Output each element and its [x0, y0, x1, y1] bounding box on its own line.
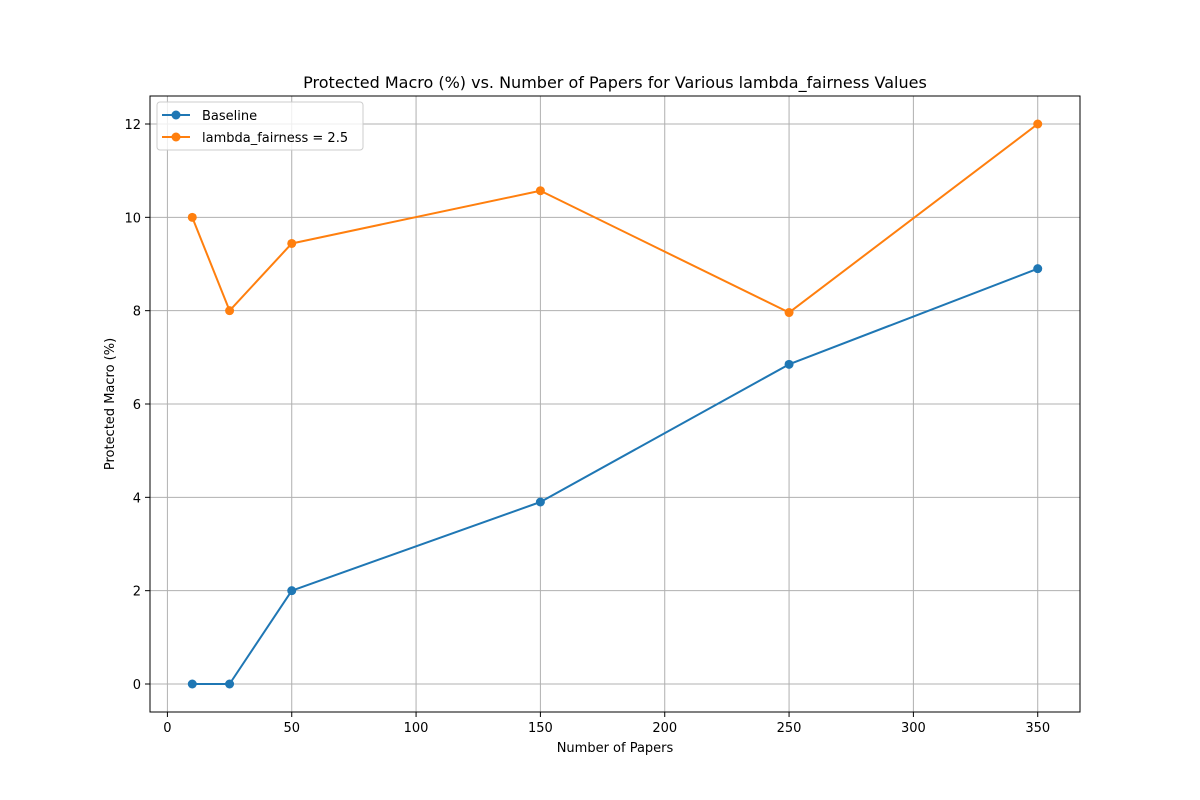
x-tick-label: 250 — [777, 721, 802, 736]
data-point — [287, 586, 297, 596]
data-point — [225, 679, 235, 689]
y-tick-label: 12 — [124, 118, 141, 133]
data-point — [535, 497, 545, 507]
y-tick-label: 2 — [133, 585, 141, 600]
x-tick-label: 300 — [901, 721, 926, 736]
y-tick-label: 6 — [133, 398, 141, 413]
chart-title: Protected Macro (%) vs. Number of Papers… — [303, 73, 927, 93]
x-axis-label: Number of Papers — [557, 741, 674, 756]
data-point — [187, 679, 197, 689]
y-tick-label: 8 — [133, 305, 141, 320]
x-tick-label: 100 — [404, 721, 429, 736]
x-tick-label: 50 — [283, 721, 300, 736]
data-point — [225, 306, 235, 316]
series-group — [187, 119, 1043, 689]
legend-marker — [171, 110, 181, 120]
legend-marker — [171, 132, 181, 142]
data-point — [187, 212, 197, 222]
legend-entry: Baseline — [162, 109, 257, 124]
series-line — [191, 123, 1039, 314]
legend: Baseline lambda_fairness = 2.5 — [156, 101, 364, 151]
series-1 — [187, 264, 1043, 689]
x-tick-label: 150 — [528, 721, 553, 736]
data-point — [784, 359, 794, 369]
legend-box — [156, 101, 364, 151]
legend-label: Baseline — [202, 109, 257, 124]
y-axis-label: Protected Macro (%) — [103, 338, 118, 470]
data-point — [784, 308, 794, 318]
legend-label: lambda_fairness = 2.5 — [202, 131, 348, 146]
legend-entry: lambda_fairness = 2.5 — [162, 131, 348, 146]
data-point — [1033, 264, 1043, 274]
y-tick-label: 4 — [133, 491, 141, 506]
x-tick-label: 200 — [652, 721, 677, 736]
series-2 — [187, 119, 1043, 318]
series-line — [192, 267, 1039, 685]
y-tick-label: 10 — [124, 211, 141, 226]
grid — [150, 96, 1080, 712]
data-point — [287, 238, 297, 248]
data-point — [1033, 119, 1043, 129]
x-tick-label: 350 — [1025, 721, 1050, 736]
ticks: 0 50 100 150 200 250 300 350 0 2 4 6 8 10 12 — [124, 118, 1050, 736]
data-point — [535, 186, 545, 196]
y-tick-label: 0 — [133, 678, 141, 693]
x-tick-label: 0 — [163, 721, 171, 736]
